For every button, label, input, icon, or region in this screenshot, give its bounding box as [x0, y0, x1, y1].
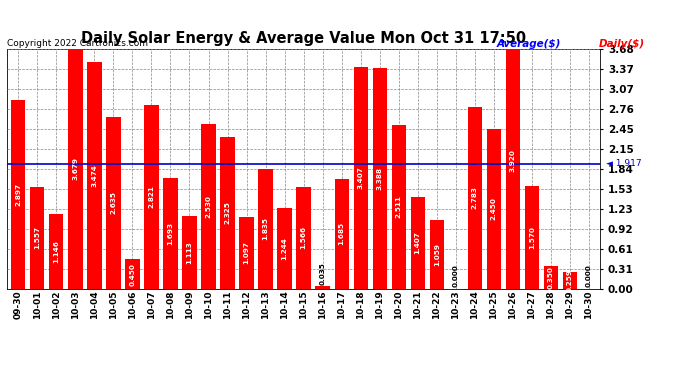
Bar: [277, 208, 292, 289]
Text: 2.821: 2.821: [148, 185, 155, 208]
Bar: [144, 105, 159, 289]
Text: 3.407: 3.407: [357, 166, 364, 189]
Text: 0.259: 0.259: [567, 269, 573, 292]
Bar: [353, 66, 368, 289]
Bar: [544, 266, 558, 289]
Bar: [11, 100, 26, 289]
Text: 3.679: 3.679: [72, 157, 79, 180]
Bar: [49, 214, 63, 289]
Bar: [563, 272, 577, 289]
Bar: [373, 68, 387, 289]
Bar: [30, 187, 44, 289]
Text: Daily($): Daily($): [599, 39, 645, 50]
Bar: [126, 260, 139, 289]
Text: Copyright 2022 Cartronics.com: Copyright 2022 Cartronics.com: [7, 39, 148, 48]
Text: 1.835: 1.835: [263, 217, 268, 240]
Text: 0.450: 0.450: [130, 262, 135, 285]
Text: 2.635: 2.635: [110, 191, 117, 214]
Text: 1.693: 1.693: [168, 222, 173, 245]
Text: 1.557: 1.557: [34, 226, 40, 249]
Text: Average($): Average($): [497, 39, 561, 50]
Text: 3.388: 3.388: [377, 167, 383, 190]
Text: 2.450: 2.450: [491, 197, 497, 220]
Text: 3.474: 3.474: [91, 164, 97, 187]
Bar: [68, 49, 83, 289]
Text: 2.325: 2.325: [224, 201, 230, 224]
Bar: [335, 179, 348, 289]
Text: 0.000: 0.000: [453, 265, 459, 288]
Text: 1.113: 1.113: [186, 241, 193, 264]
Bar: [220, 137, 235, 289]
Bar: [239, 217, 254, 289]
Bar: [486, 129, 501, 289]
Text: 1.146: 1.146: [53, 240, 59, 263]
Bar: [430, 220, 444, 289]
Bar: [259, 169, 273, 289]
Bar: [164, 178, 177, 289]
Text: 2.897: 2.897: [15, 183, 21, 206]
Text: 1.570: 1.570: [529, 226, 535, 249]
Bar: [315, 286, 330, 289]
Bar: [524, 186, 539, 289]
Text: 2.530: 2.530: [206, 195, 212, 217]
Text: 2.511: 2.511: [395, 195, 402, 218]
Bar: [297, 187, 310, 289]
Bar: [87, 62, 101, 289]
Text: 1.407: 1.407: [415, 231, 421, 254]
Bar: [411, 197, 425, 289]
Text: 1.566: 1.566: [301, 226, 306, 249]
Text: 0.035: 0.035: [319, 262, 326, 285]
Title: Daily Solar Energy & Average Value Mon Oct 31 17:50: Daily Solar Energy & Average Value Mon O…: [81, 31, 526, 46]
Text: 0.000: 0.000: [586, 265, 592, 288]
Text: 3.920: 3.920: [510, 150, 516, 172]
Text: 1.097: 1.097: [244, 242, 250, 264]
Text: ◄ 1.917: ◄ 1.917: [606, 159, 642, 168]
Text: 1.244: 1.244: [282, 237, 288, 260]
Text: 2.783: 2.783: [472, 187, 477, 209]
Bar: [201, 124, 216, 289]
Bar: [391, 125, 406, 289]
Text: 1.685: 1.685: [339, 222, 344, 245]
Bar: [468, 107, 482, 289]
Text: 1.059: 1.059: [434, 243, 440, 266]
Bar: [506, 33, 520, 289]
Bar: [182, 216, 197, 289]
Bar: [106, 117, 121, 289]
Text: 0.350: 0.350: [548, 266, 554, 289]
